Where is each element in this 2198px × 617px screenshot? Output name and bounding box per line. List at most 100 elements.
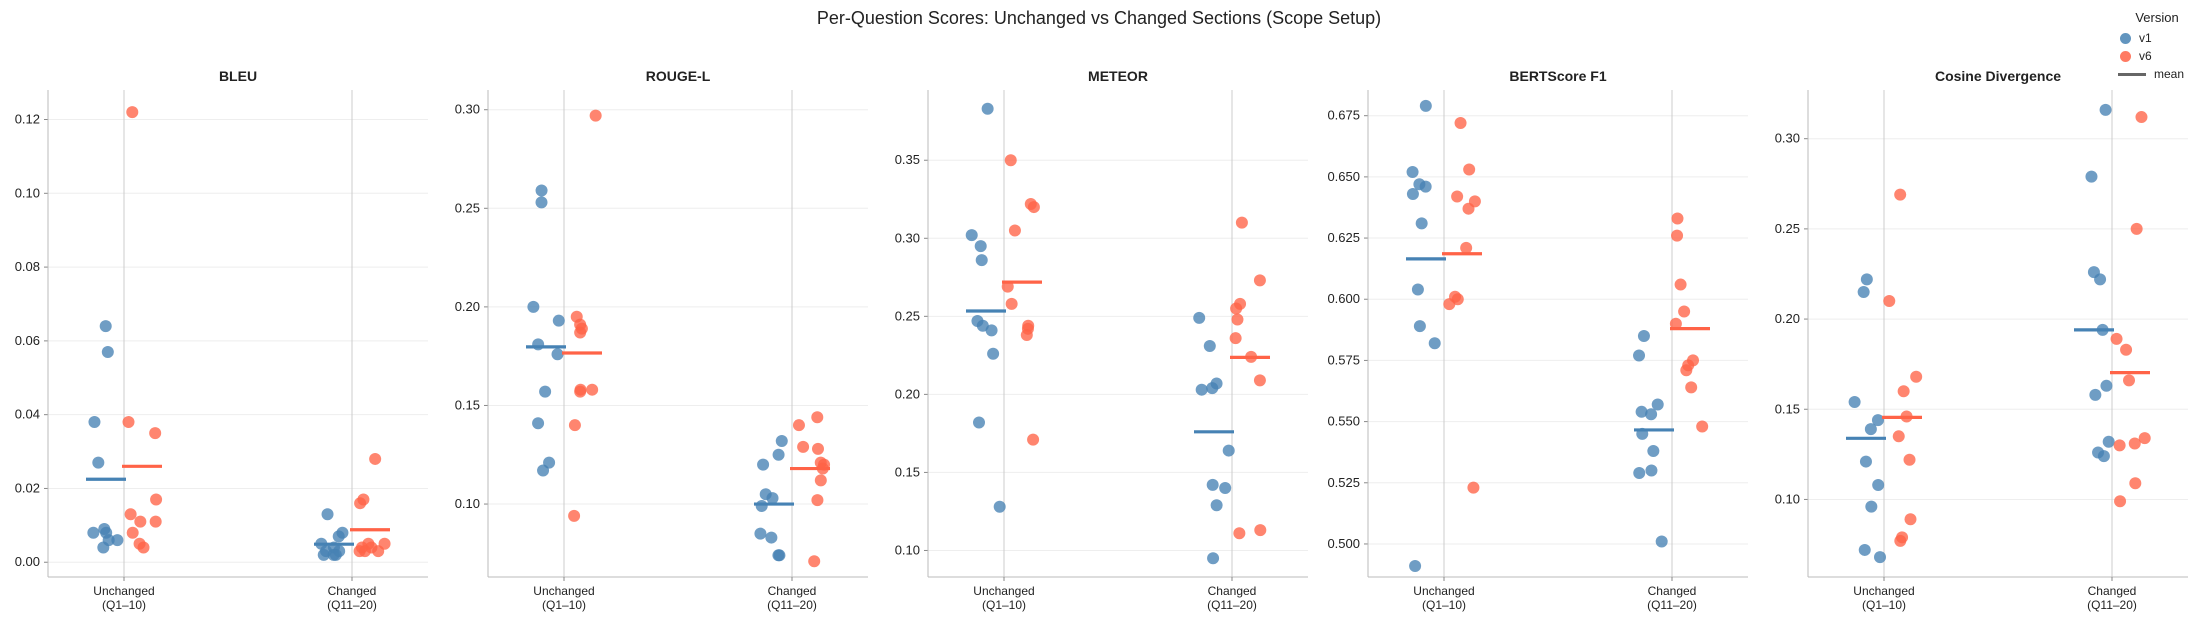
- point-v6: [2110, 332, 2123, 345]
- point-v6: [1004, 154, 1017, 167]
- legend-item-mean: mean: [2118, 65, 2196, 83]
- point-v1: [88, 416, 101, 429]
- panel-bleu: 0.00 0.02 0.04 0.06 0.08 0.10 0.12 BLEU Unchange…: [15, 68, 428, 612]
- point-v6: [369, 452, 382, 465]
- legend-marker-v1: [2120, 32, 2131, 44]
- legend-marker-v6: [2120, 50, 2131, 62]
- point-v1: [772, 549, 785, 562]
- point-v1: [551, 348, 564, 361]
- point-v6: [2120, 343, 2133, 356]
- y-tick-label: 0.600: [1327, 291, 1360, 306]
- point-v1: [97, 541, 110, 554]
- point-v6: [1883, 295, 1896, 308]
- point-v6: [1678, 305, 1691, 318]
- point-v6: [1467, 481, 1480, 494]
- panel-rouge-l: 0.10 0.15 0.20 0.25 0.30 ROUGE-L Unchanged (Q1–…: [455, 68, 868, 612]
- point-v6: [124, 508, 137, 521]
- point-v1: [1633, 466, 1646, 479]
- point-v1: [1207, 552, 1220, 565]
- y-tick-label: 0.04: [15, 407, 40, 422]
- y-tick-label: 0.550: [1327, 414, 1360, 429]
- point-v1: [535, 196, 548, 209]
- point-v1: [101, 345, 114, 358]
- point-v6: [134, 515, 147, 528]
- point-v1: [1206, 478, 1219, 491]
- point-v1: [975, 254, 988, 267]
- point-v6: [1894, 188, 1907, 201]
- point-v1: [765, 531, 778, 544]
- point-v1: [2100, 379, 2113, 392]
- y-tick-label: 0.30: [1775, 131, 1800, 146]
- x-tick-label: Unchanged (Q1–10): [1853, 584, 1914, 612]
- y-tick-label: 0.30: [455, 102, 480, 117]
- point-v1: [1633, 349, 1646, 362]
- x-tick-label: Unchanged (Q1–10): [1413, 584, 1474, 612]
- point-v1: [775, 434, 788, 447]
- x-tick-label: Changed (Q11–20): [2087, 584, 2137, 612]
- y-tick-label: 0.10: [15, 185, 40, 200]
- point-v6: [1674, 278, 1687, 291]
- point-v1: [757, 458, 770, 471]
- point-v1: [1406, 188, 1419, 201]
- y-tick-label: 0.500: [1327, 536, 1360, 551]
- point-v6: [1892, 430, 1905, 443]
- point-v1: [111, 534, 124, 547]
- y-tick-label: 0.00: [15, 554, 40, 569]
- point-v1: [754, 527, 767, 540]
- point-v1: [1871, 414, 1884, 427]
- point-v1: [1222, 444, 1235, 457]
- point-v6: [586, 383, 599, 396]
- point-v6: [2130, 222, 2143, 235]
- point-v1: [1413, 320, 1426, 333]
- point-v1: [1864, 423, 1877, 436]
- point-v1: [535, 184, 548, 197]
- y-tick-label: 0.25: [1775, 221, 1800, 236]
- point-v6: [792, 419, 805, 432]
- point-v1: [1865, 500, 1878, 513]
- point-v6: [1462, 202, 1475, 215]
- y-tick-label: 0.15: [455, 397, 480, 412]
- y-tick-label: 0.575: [1327, 352, 1360, 367]
- point-v1: [527, 300, 540, 313]
- point-v1: [981, 102, 994, 115]
- point-v1: [766, 492, 779, 505]
- point-v6: [149, 515, 162, 528]
- point-v6: [811, 494, 824, 507]
- legend-marker-mean: [2118, 72, 2146, 76]
- point-v6: [811, 442, 824, 455]
- point-v1: [1428, 337, 1441, 350]
- point-v1: [332, 530, 345, 543]
- point-v6: [149, 427, 162, 440]
- y-tick-label: 0.20: [895, 386, 920, 401]
- point-v1: [993, 500, 1006, 513]
- y-tick-label: 0.15: [1775, 401, 1800, 416]
- point-v1: [1874, 551, 1887, 564]
- point-v6: [574, 385, 587, 398]
- point-v6: [1233, 527, 1246, 540]
- point-v6: [808, 555, 821, 568]
- point-v1: [552, 314, 565, 327]
- point-v6: [2128, 437, 2141, 450]
- point-v1: [1419, 180, 1432, 193]
- point-v1: [1859, 455, 1872, 468]
- point-v1: [1203, 339, 1216, 352]
- point-v6: [1894, 534, 1907, 547]
- point-v1: [87, 526, 100, 539]
- point-v6: [126, 106, 139, 119]
- x-tick-label: Unchanged (Q1–10): [973, 584, 1034, 612]
- point-v6: [1671, 212, 1684, 225]
- point-v6: [1910, 370, 1923, 383]
- point-v1: [321, 508, 334, 521]
- point-v6: [2129, 477, 2142, 490]
- point-v6: [1027, 201, 1040, 214]
- point-v6: [1669, 317, 1682, 330]
- point-v1: [1195, 383, 1208, 396]
- point-v1: [1872, 479, 1885, 492]
- point-v6: [1229, 332, 1242, 345]
- y-tick-label: 0.12: [15, 112, 40, 127]
- point-v6: [1008, 224, 1021, 237]
- point-v1: [1415, 217, 1428, 230]
- point-v1: [987, 347, 1000, 360]
- panel-title: BLEU: [219, 68, 257, 84]
